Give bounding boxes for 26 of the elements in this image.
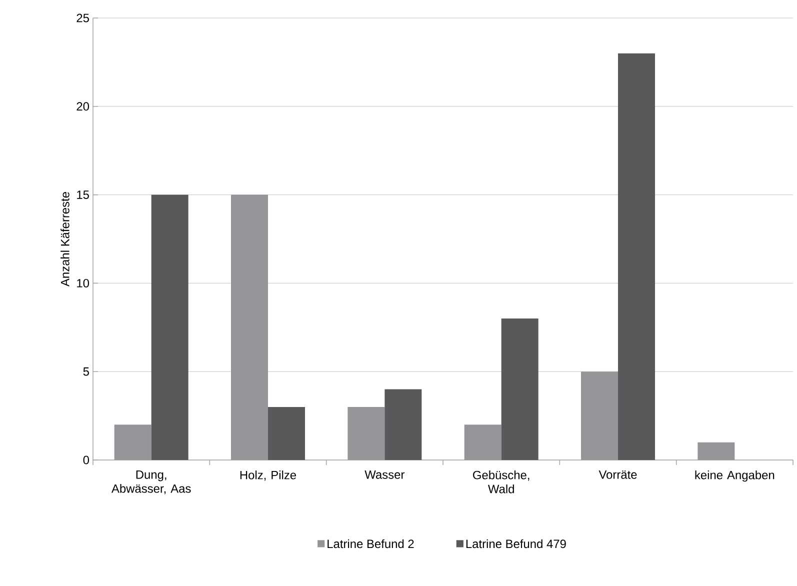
bar bbox=[581, 372, 618, 460]
x-tick-label: keine Angaben bbox=[695, 470, 774, 482]
bar bbox=[151, 194, 188, 460]
bar bbox=[114, 424, 152, 460]
y-tick-label: 20 bbox=[76, 102, 90, 111]
x-tick-label: Wasser bbox=[364, 470, 405, 479]
y-tick-label: 0 bbox=[83, 456, 90, 464]
x-tick-label: Vorräte bbox=[598, 470, 637, 479]
bar bbox=[464, 424, 502, 460]
bar bbox=[348, 406, 385, 460]
bar bbox=[618, 53, 656, 460]
x-tick-label: Holz, Pilze bbox=[240, 470, 296, 481]
legend-label: Latrine Befund 479 bbox=[466, 539, 566, 548]
y-axis-title: Anzahl Käferreste bbox=[60, 192, 70, 286]
y-tick-label: 10 bbox=[77, 278, 90, 288]
y-tick-label: 25 bbox=[76, 14, 89, 22]
y-tick-label: 5 bbox=[83, 367, 89, 376]
bar bbox=[384, 389, 422, 460]
bar bbox=[501, 318, 538, 460]
bar bbox=[698, 442, 735, 460]
y-tick-label: 15 bbox=[77, 190, 89, 199]
bar bbox=[268, 406, 306, 460]
legend-label: Latrine Befund 2 bbox=[328, 539, 414, 548]
x-tick-label: Gebüsche, Wald bbox=[473, 470, 530, 494]
x-tick-label: Dung, Abwässer, Aas bbox=[111, 470, 191, 494]
bar bbox=[231, 194, 268, 460]
